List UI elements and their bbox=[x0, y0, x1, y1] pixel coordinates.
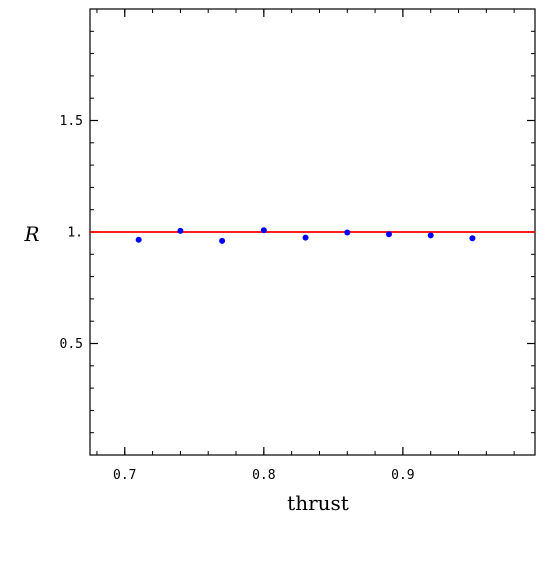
data-point bbox=[219, 237, 226, 244]
y-tick-label: 0.5 bbox=[60, 337, 83, 352]
data-point bbox=[344, 229, 351, 236]
major-ticks bbox=[90, 9, 535, 455]
data-point bbox=[135, 236, 142, 243]
data-point bbox=[385, 231, 392, 238]
data-point bbox=[302, 234, 309, 241]
data-point bbox=[260, 227, 267, 234]
data-point bbox=[469, 235, 476, 242]
y-axis-title: R bbox=[23, 222, 39, 246]
y-tick-label: 1. bbox=[67, 226, 83, 241]
x-tick-label: 0.7 bbox=[113, 468, 136, 483]
data-point bbox=[177, 227, 184, 234]
y-tick-label: 1.5 bbox=[60, 114, 83, 129]
data-points bbox=[135, 227, 476, 244]
x-tick-label: 0.9 bbox=[391, 468, 414, 483]
x-tick-label: 0.8 bbox=[252, 468, 275, 483]
x-tick-labels: 0.7 0.8 0.9 bbox=[113, 468, 415, 483]
data-point bbox=[427, 232, 434, 239]
y-tick-labels: 0.5 1. 1.5 bbox=[60, 114, 83, 352]
x-axis-title: thrust bbox=[287, 491, 349, 515]
